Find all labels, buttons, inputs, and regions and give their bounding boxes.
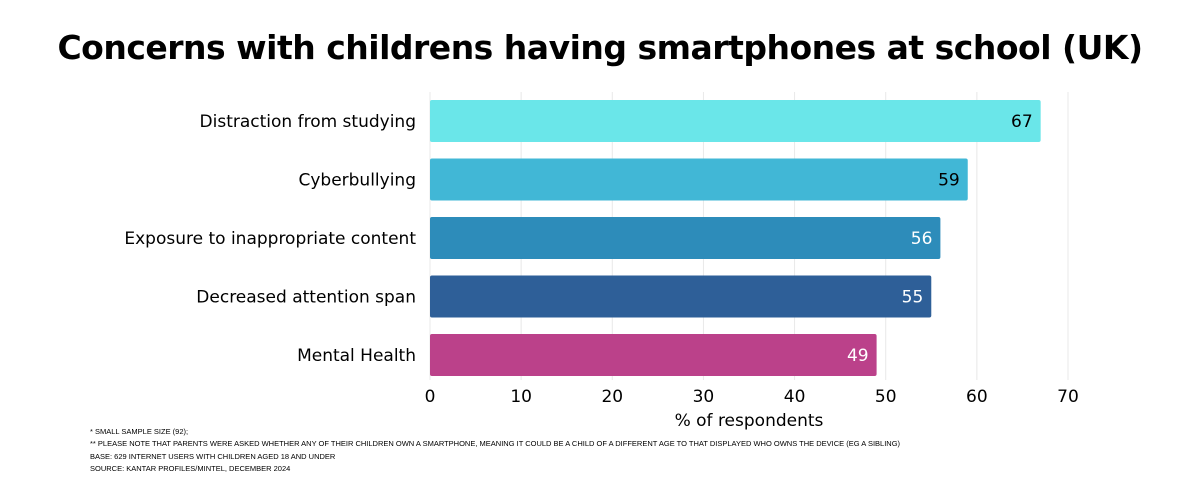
category-label: Distraction from studying — [200, 112, 416, 132]
data-label: 56 — [911, 229, 933, 249]
category-label: Decreased attention span — [196, 288, 416, 308]
bar — [430, 275, 932, 318]
footnote-sample: * SMALL SAMPLE SIZE (92); — [90, 427, 189, 436]
bar — [430, 100, 1041, 142]
bar — [430, 158, 968, 201]
x-tick-label: 0 — [425, 387, 436, 407]
x-tick-label: 20 — [601, 387, 623, 407]
footnote-note: ** PLEASE NOTE THAT PARENTS WERE ASKED W… — [90, 439, 901, 448]
data-label: 67 — [1011, 112, 1033, 132]
x-tick-label: 10 — [510, 387, 532, 407]
data-label: 59 — [938, 171, 960, 191]
x-tick-label: 60 — [966, 387, 988, 407]
footnote-base: BASE: 629 INTERNET USERS WITH CHILDREN A… — [90, 452, 336, 461]
footnote-source: SOURCE: KANTAR PROFILES/MINTEL, DECEMBER… — [90, 464, 291, 473]
x-tick-label: 30 — [693, 387, 715, 407]
category-label: Cyberbullying — [298, 171, 416, 191]
x-axis-label: % of respondents — [675, 411, 824, 431]
x-tick-label: 40 — [784, 387, 806, 407]
data-label: 49 — [847, 346, 869, 366]
data-label: 55 — [902, 288, 924, 308]
x-tick-label: 70 — [1057, 387, 1079, 407]
x-tick-label: 50 — [875, 387, 897, 407]
chart-title: Concerns with childrens having smartphon… — [57, 28, 1143, 67]
category-label: Exposure to inappropriate content — [124, 229, 416, 249]
category-label: Mental Health — [297, 346, 416, 366]
bar — [430, 217, 941, 259]
bar — [430, 334, 877, 376]
